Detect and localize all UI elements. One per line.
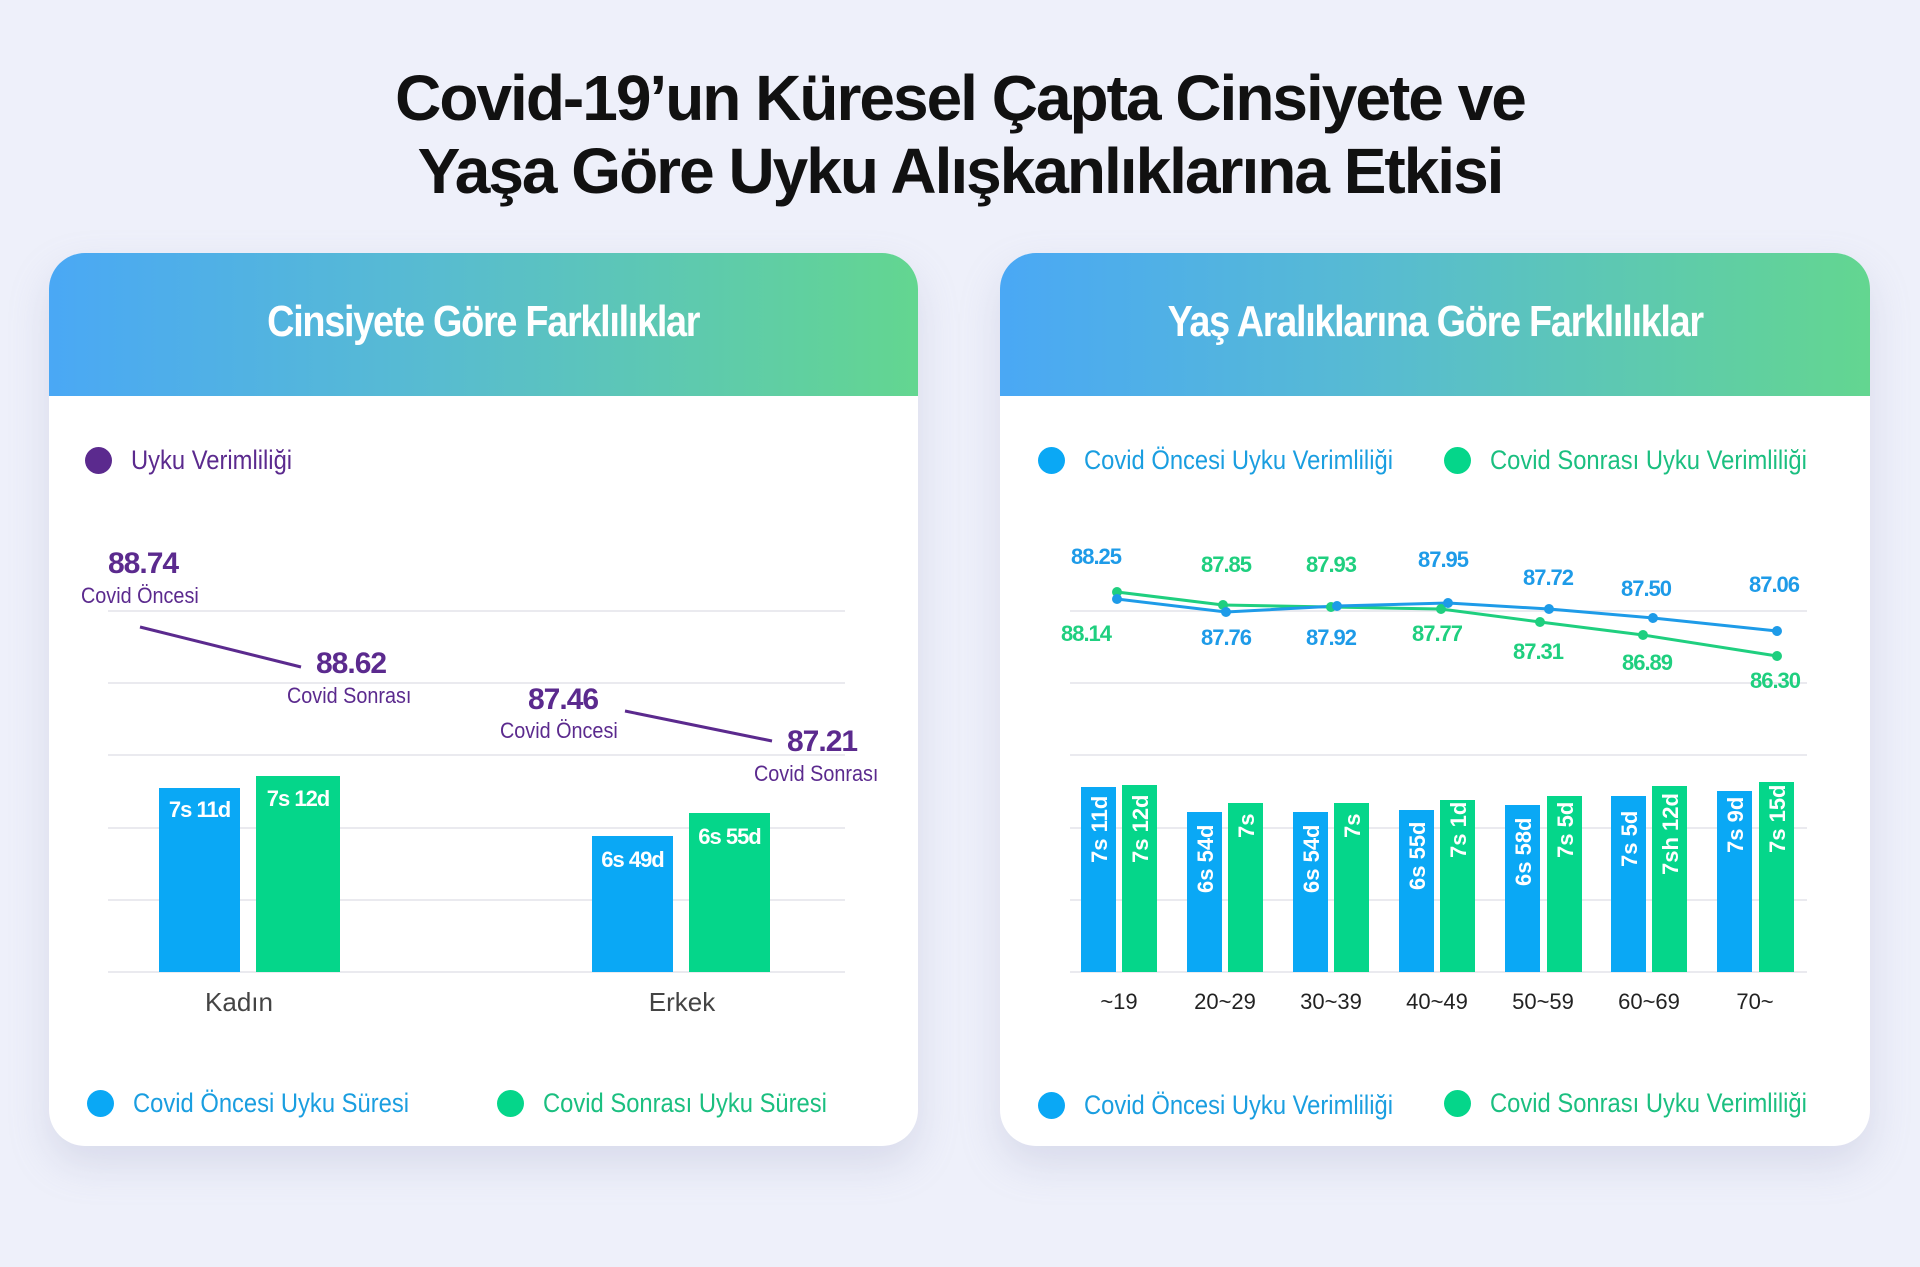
- age-category: 30~39: [1300, 989, 1362, 1014]
- bar-kadin-after: [256, 776, 340, 972]
- point-label-after: 86.30: [1749, 668, 1801, 693]
- point-label-before: 87.76: [1200, 625, 1252, 650]
- bar-label-after: 7s: [1340, 813, 1365, 838]
- erkek-efficiency-line: [624, 709, 773, 743]
- after-legend-dot-icon: [1444, 1090, 1471, 1117]
- kadin-before-value: 88.74: [108, 547, 179, 580]
- kadin-efficiency-line: [139, 625, 302, 669]
- gender-panel-title: Cinsiyete Göre Farklılıklar: [267, 296, 700, 346]
- kadin-after-value: 88.62: [316, 647, 387, 680]
- bar-label-after: 7s 12d: [1128, 794, 1153, 864]
- age-panel-header: Yaş Aralıklarına Göre Farklılıklar: [1000, 253, 1870, 396]
- after-legend-label: Covid Sonrası Uyku Verimliliği: [1490, 1088, 1807, 1118]
- gender-panel: Cinsiyete Göre Farklılıklar Uyku Verimli…: [49, 253, 918, 1146]
- title-line-1: Covid-19’un Küresel Çapta Cinsiyete ve: [395, 62, 1527, 134]
- age-bars: [1081, 782, 1794, 972]
- point-label-before: 87.50: [1620, 576, 1672, 601]
- category-kadin: Kadın: [205, 987, 273, 1017]
- bar-label-before: 6s 54d: [1193, 824, 1218, 894]
- erkek-after-value: 87.21: [787, 725, 858, 758]
- point-label-after: 87.77: [1411, 621, 1463, 646]
- after-legend-dot-icon: [497, 1090, 524, 1117]
- bar-kadin-before-label: 7s 11d: [168, 797, 231, 822]
- before-legend-dot-icon: [1038, 1092, 1065, 1119]
- bar-kadin-after-label: 7s 12d: [266, 786, 331, 811]
- point-label-after: 88.14: [1060, 621, 1112, 646]
- kadin-after-label: Covid Sonrası: [287, 683, 412, 708]
- age-bottom-legend-before: Covid Öncesi Uyku Verimliliği: [1038, 1090, 1435, 1121]
- efficiency-legend-label: Uyku Verimliliği: [131, 445, 293, 475]
- age-panel-title: Yaş Aralıklarına Göre Farklılıklar: [1167, 296, 1704, 346]
- gender-panel-header: Cinsiyete Göre Farklılıklar: [49, 253, 918, 396]
- kadin-before-label: Covid Öncesi: [81, 583, 199, 608]
- bar-label-after: 7s 1d: [1446, 801, 1471, 858]
- duration-legend-after: Covid Sonrası Uyku Süresi: [497, 1088, 866, 1119]
- erkek-before-value: 87.46: [528, 683, 599, 716]
- bar-erkek-after-label: 6s 55d: [698, 824, 762, 849]
- bar-erkek-before-label: 6s 49d: [601, 847, 665, 872]
- point-label-after: 87.85: [1200, 552, 1252, 577]
- age-category: 60~69: [1618, 989, 1680, 1014]
- title-line-2: Yaşa Göre Uyku Alışkanlıklarına Etkisi: [417, 135, 1505, 207]
- point-label-after: 87.31: [1512, 639, 1564, 664]
- bar-label-before: 7s 9d: [1723, 796, 1748, 853]
- erkek-after-label: Covid Sonrası: [754, 761, 879, 786]
- before-legend-label: Covid Öncesi Uyku Verimliliği: [1084, 445, 1393, 475]
- age-category: 70~: [1736, 989, 1774, 1014]
- age-category: 50~59: [1512, 989, 1574, 1014]
- bar-label-after: 7s 5d: [1553, 801, 1578, 858]
- point-label-before: 87.06: [1748, 572, 1800, 597]
- bar-label-before: 7s 5d: [1617, 810, 1642, 867]
- age-panel: Yaş Aralıklarına Göre Farklılıklar: [1000, 253, 1870, 1146]
- bar-label-before: 6s 58d: [1511, 817, 1536, 887]
- gridlines: [1070, 610, 1807, 973]
- duration-legend-before: Covid Öncesi Uyku Süresi: [87, 1088, 447, 1119]
- age-chart: [1070, 587, 1807, 973]
- efficiency-legend-dot-icon: [85, 447, 112, 474]
- bar-label-after: 7s: [1234, 813, 1259, 838]
- after-legend-label: Covid Sonrası Uyku Süresi: [543, 1088, 827, 1118]
- erkek-before-label: Covid Öncesi: [500, 718, 618, 743]
- gender-chart: [108, 610, 845, 973]
- age-category: 20~29: [1194, 989, 1256, 1014]
- before-legend-dot-icon: [1038, 447, 1065, 474]
- age-top-legend-after: Covid Sonrası Uyku Verimliliği: [1444, 445, 1850, 476]
- bar-erkek-before: [592, 836, 673, 972]
- age-top-legend-before: Covid Öncesi Uyku Verimliliği: [1038, 445, 1435, 476]
- bar-erkek-after: [689, 813, 770, 972]
- points-before: [1112, 594, 1782, 636]
- bar-label-after: 7s 15d: [1765, 784, 1790, 854]
- before-legend-label: Covid Öncesi Uyku Süresi: [133, 1088, 409, 1118]
- efficiency-legend: Uyku Verimliliği: [85, 445, 314, 476]
- bar-kadin-before: [159, 788, 240, 972]
- bar-label-before: 6s 54d: [1299, 824, 1324, 894]
- point-label-before: 87.72: [1522, 565, 1574, 590]
- point-label-before: 88.25: [1070, 544, 1122, 569]
- point-label-after: 87.93: [1305, 552, 1357, 577]
- age-category: 40~49: [1406, 989, 1468, 1014]
- after-legend-dot-icon: [1444, 447, 1471, 474]
- age-category: ~19: [1100, 989, 1138, 1014]
- before-legend-dot-icon: [87, 1090, 114, 1117]
- bar-label-before: 7s 11d: [1087, 795, 1112, 863]
- age-bottom-legend-after: Covid Sonrası Uyku Verimliliği: [1444, 1088, 1850, 1119]
- point-label-after: 86.89: [1621, 650, 1673, 675]
- point-label-before: 87.95: [1417, 547, 1469, 572]
- bar-label-after: 7sh 12d: [1658, 793, 1683, 875]
- bar-label-before: 6s 55d: [1405, 821, 1430, 891]
- point-label-before: 87.92: [1305, 625, 1357, 650]
- infographic-title: Covid-19’un Küresel Çapta Cinsiyete ve Y…: [0, 62, 1920, 208]
- before-legend-label: Covid Öncesi Uyku Verimliliği: [1084, 1090, 1393, 1120]
- category-erkek: Erkek: [648, 987, 716, 1017]
- after-legend-label: Covid Sonrası Uyku Verimliliği: [1490, 445, 1807, 475]
